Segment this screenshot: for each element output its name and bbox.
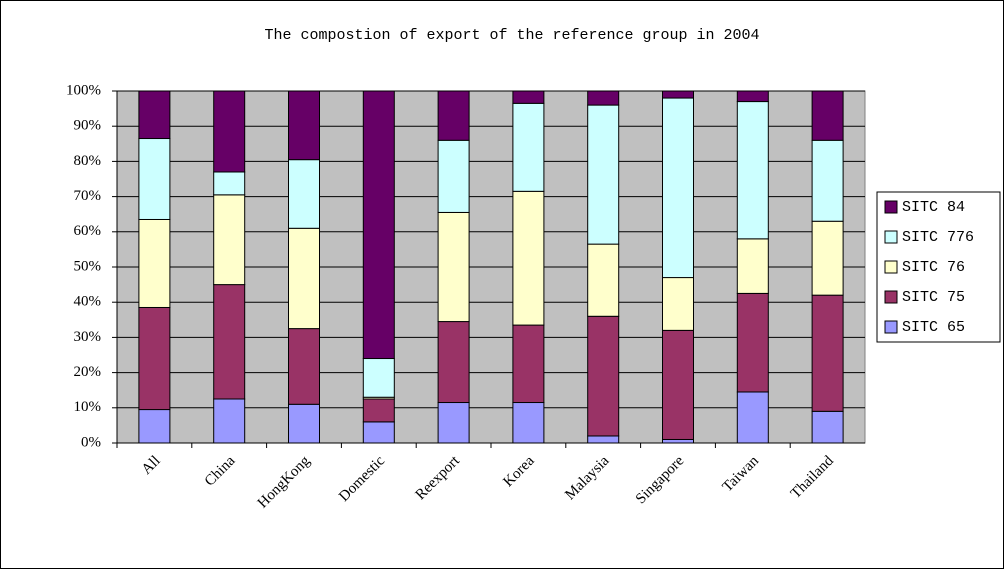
bar-segment bbox=[811, 90, 844, 141]
bar-segment bbox=[362, 90, 395, 360]
y-tick-label: 90% bbox=[74, 118, 102, 134]
bar-segment bbox=[587, 90, 620, 106]
legend-label: SITC 75 bbox=[902, 289, 965, 306]
bar-segment bbox=[437, 402, 470, 444]
y-tick-label: 30% bbox=[74, 329, 102, 345]
bar-segment bbox=[736, 391, 769, 444]
bar-segment bbox=[662, 438, 694, 444]
bar-segment bbox=[736, 101, 769, 240]
bar-segment bbox=[362, 398, 395, 423]
bar-segment bbox=[288, 90, 320, 161]
bar-segment bbox=[213, 194, 246, 286]
y-tick-label: 80% bbox=[74, 153, 102, 169]
legend-label: SITC 84 bbox=[902, 199, 965, 216]
bar-segment bbox=[138, 90, 171, 140]
bar-segment bbox=[662, 90, 694, 99]
bar-segment bbox=[512, 402, 545, 444]
bar-segment bbox=[811, 410, 844, 444]
bar-segment bbox=[736, 90, 769, 103]
bar-segment bbox=[437, 90, 470, 141]
bar-segment bbox=[288, 403, 320, 444]
bar-segment bbox=[587, 104, 620, 245]
legend-swatch bbox=[884, 230, 898, 244]
bar-segment bbox=[288, 159, 320, 229]
legend-label: SITC 76 bbox=[902, 259, 965, 276]
y-tick-label: 10% bbox=[74, 399, 102, 415]
bar-segment bbox=[138, 138, 171, 220]
bar-segment bbox=[138, 409, 171, 444]
y-tick-label: 50% bbox=[74, 258, 102, 274]
bar-segment bbox=[512, 324, 545, 404]
legend-swatch bbox=[884, 260, 898, 274]
legend-swatch bbox=[884, 320, 898, 334]
bar-segment bbox=[213, 171, 246, 196]
legend-label: SITC 65 bbox=[902, 319, 965, 336]
y-tick-label: 100% bbox=[66, 82, 101, 98]
bar-segment bbox=[362, 421, 395, 444]
bar-segment bbox=[662, 329, 694, 440]
bar-segment bbox=[811, 139, 844, 222]
bar-segment bbox=[587, 243, 620, 317]
bar-segment bbox=[213, 90, 246, 173]
bar-segment bbox=[512, 190, 545, 326]
bar-segment bbox=[736, 292, 769, 393]
legend-swatch bbox=[884, 290, 898, 304]
y-tick-label: 70% bbox=[74, 188, 102, 204]
y-tick-label: 40% bbox=[74, 294, 102, 310]
bar-segment bbox=[512, 90, 545, 104]
bar-segment bbox=[288, 227, 320, 330]
bar-segment bbox=[587, 315, 620, 437]
bar-segment bbox=[512, 102, 545, 192]
bar-segment bbox=[736, 238, 769, 294]
legend-swatch bbox=[884, 200, 898, 214]
bar-segment bbox=[213, 284, 246, 400]
bar-segment bbox=[437, 321, 470, 404]
bar-segment bbox=[811, 220, 844, 296]
chart-title: The compostion of export of the referenc… bbox=[264, 27, 759, 44]
bar-segment bbox=[662, 277, 694, 331]
bar-segment bbox=[213, 398, 246, 444]
y-tick-label: 20% bbox=[74, 364, 102, 380]
bar-segment bbox=[662, 97, 694, 279]
y-tick-label: 0% bbox=[81, 434, 101, 450]
y-tick-label: 60% bbox=[74, 223, 102, 239]
bar-segment bbox=[138, 218, 171, 308]
bar-segment bbox=[288, 328, 320, 405]
bar-segment bbox=[138, 306, 171, 411]
bar-segment bbox=[587, 435, 620, 444]
bar-segment bbox=[437, 211, 470, 323]
legend-label: SITC 776 bbox=[902, 229, 974, 246]
bar-segment bbox=[437, 139, 470, 213]
bar-segment bbox=[362, 358, 395, 398]
bar-segment bbox=[811, 294, 844, 412]
